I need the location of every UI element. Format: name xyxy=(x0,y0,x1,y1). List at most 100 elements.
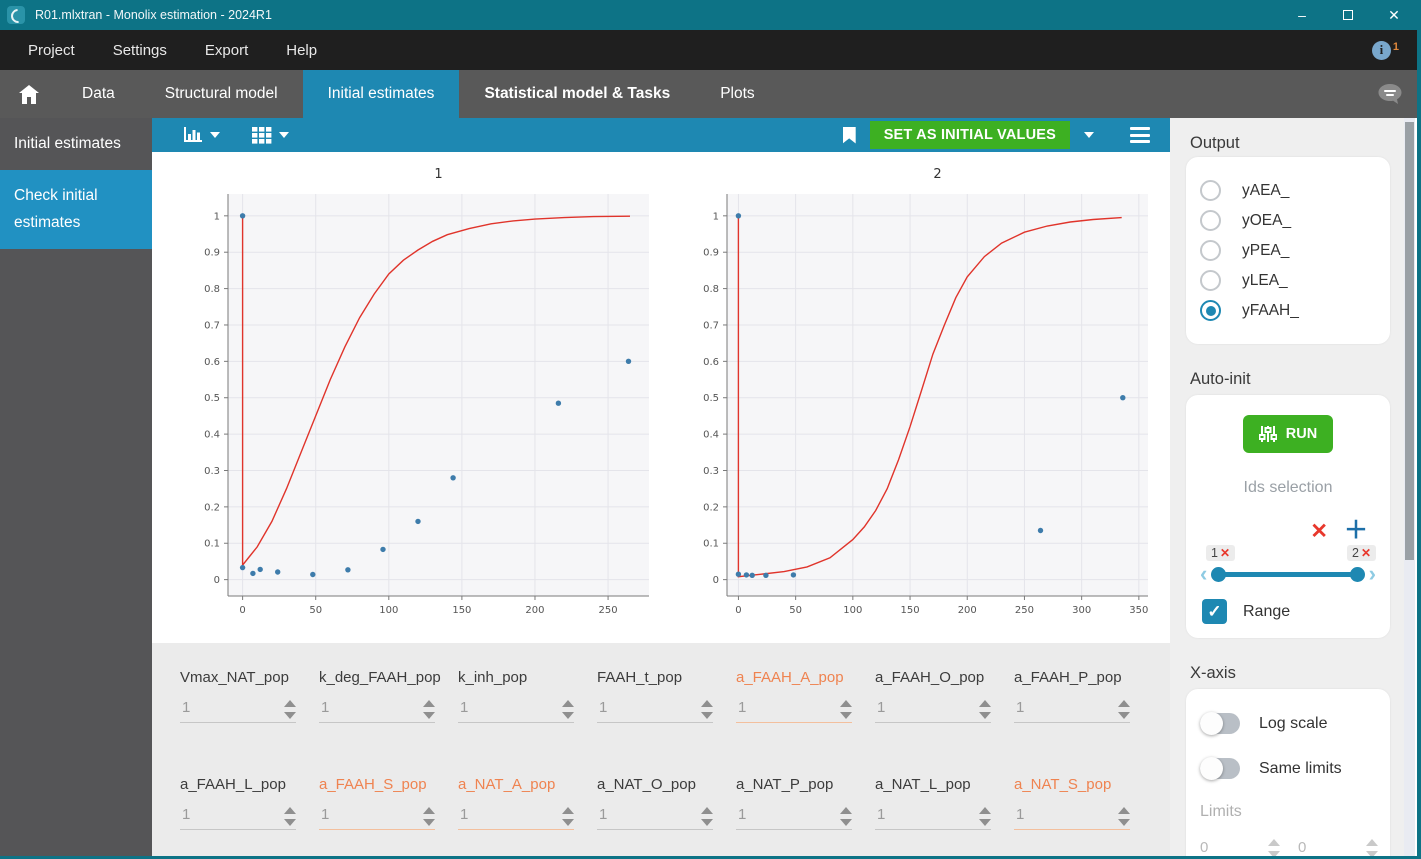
menu-help[interactable]: Help xyxy=(286,41,318,59)
parameter-value-input[interactable]: 1 xyxy=(597,804,713,830)
parameter-value-input[interactable]: 1 xyxy=(875,804,991,830)
stepper-up-icon[interactable] xyxy=(701,807,713,814)
parameter-value-input[interactable]: 1 xyxy=(597,697,713,723)
parameter-stepper[interactable] xyxy=(840,804,852,826)
parameter-stepper[interactable] xyxy=(562,697,574,719)
stepper-down-icon[interactable] xyxy=(840,819,852,826)
stepper-up-icon[interactable] xyxy=(423,807,435,814)
parameter-stepper[interactable] xyxy=(1118,804,1130,826)
output-option-yaea[interactable]: yAEA_ xyxy=(1200,180,1378,201)
add-id-icon[interactable]: ＋ xyxy=(1344,517,1368,544)
menu-settings[interactable]: Settings xyxy=(112,41,167,59)
stepper-down-icon[interactable] xyxy=(979,819,991,826)
sidebar-item-check-initial-estimates[interactable]: Check initial estimates xyxy=(0,170,152,250)
layout-grid-selector[interactable] xyxy=(252,126,289,144)
panel-scrollbar[interactable] xyxy=(1404,118,1415,856)
plot-2[interactable]: 0 0.1 0.2 0.3 0.4 0.5 0.6 0.7 0.8 0.9 1 0 50 100 150 20… xyxy=(669,156,1164,642)
log-scale-toggle[interactable] xyxy=(1200,712,1240,735)
parameter-stepper[interactable] xyxy=(979,804,991,826)
stepper-up-icon[interactable] xyxy=(1118,700,1130,707)
limit-max-input[interactable]: 0 xyxy=(1296,837,1378,856)
stepper-up-icon[interactable] xyxy=(1366,839,1378,846)
remove-chip-1-icon[interactable]: ✕ xyxy=(1219,546,1231,560)
stepper-up-icon[interactable] xyxy=(701,700,713,707)
plot-1[interactable]: 0 0.1 0.2 0.3 0.4 0.5 0.6 0.7 0.8 0.9 1 0 50 100 150 20… xyxy=(170,156,665,642)
tab-statistical-model-tasks[interactable]: Statistical model & Tasks xyxy=(484,85,671,102)
parameter-stepper[interactable] xyxy=(423,804,435,826)
bookmark-icon[interactable] xyxy=(842,126,856,144)
run-button[interactable]: RUN xyxy=(1242,415,1334,453)
menu-export[interactable]: Export xyxy=(204,41,249,59)
output-option-yoea[interactable]: yOEA_ xyxy=(1200,210,1378,231)
radio-button-icon[interactable] xyxy=(1200,180,1221,201)
parameter-value-input[interactable]: 1 xyxy=(736,804,852,830)
parameter-value-input[interactable]: 1 xyxy=(1014,804,1130,830)
limit-min-input[interactable]: 0 xyxy=(1198,837,1280,856)
close-button[interactable]: ✕ xyxy=(1388,6,1400,23)
parameter-value-input[interactable]: 1 xyxy=(180,804,296,830)
tab-home[interactable] xyxy=(0,70,57,118)
tab-initial-estimates[interactable]: Initial estimates xyxy=(302,70,460,118)
parameter-stepper[interactable] xyxy=(423,697,435,719)
menu-hamburger-icon[interactable] xyxy=(1130,127,1150,143)
output-option-yfaah[interactable]: yFAAH_ xyxy=(1200,300,1378,321)
stepper-down-icon[interactable] xyxy=(1118,712,1130,719)
parameter-value-input[interactable]: 1 xyxy=(875,697,991,723)
stepper-up-icon[interactable] xyxy=(1118,807,1130,814)
notification-area[interactable]: i 1 xyxy=(1371,40,1399,60)
parameter-stepper[interactable] xyxy=(701,697,713,719)
stepper-down-icon[interactable] xyxy=(1118,819,1130,826)
maximize-button[interactable] xyxy=(1325,0,1371,30)
stepper-down-icon[interactable] xyxy=(701,819,713,826)
same-limits-toggle[interactable] xyxy=(1200,757,1240,780)
stepper-down-icon[interactable] xyxy=(562,712,574,719)
stepper-down-icon[interactable] xyxy=(979,712,991,719)
ids-range-slider[interactable] xyxy=(1209,564,1366,584)
minimize-button[interactable]: – xyxy=(1298,7,1306,23)
tab-structural-model[interactable]: Structural model xyxy=(164,85,278,102)
radio-button-icon[interactable] xyxy=(1200,240,1221,261)
tab-plots[interactable]: Plots xyxy=(720,85,755,102)
output-option-ypea[interactable]: yPEA_ xyxy=(1200,240,1378,261)
stepper-down-icon[interactable] xyxy=(284,712,296,719)
stepper-down-icon[interactable] xyxy=(423,712,435,719)
stepper-down-icon[interactable] xyxy=(840,712,852,719)
remove-id-icon[interactable]: ✕ xyxy=(1310,519,1328,543)
parameter-stepper[interactable] xyxy=(562,804,574,826)
stepper-up-icon[interactable] xyxy=(840,700,852,707)
stepper-up-icon[interactable] xyxy=(840,807,852,814)
parameter-stepper[interactable] xyxy=(284,697,296,719)
parameter-stepper[interactable] xyxy=(840,697,852,719)
slider-handle-right[interactable] xyxy=(1349,567,1365,582)
chat-bubble-icon[interactable] xyxy=(1377,82,1403,106)
parameter-value-input[interactable]: 1 xyxy=(736,697,852,723)
stepper-up-icon[interactable] xyxy=(979,700,991,707)
sidebar-item-initial-estimates[interactable]: Initial estimates xyxy=(14,135,121,152)
parameter-stepper[interactable] xyxy=(1118,697,1130,719)
id-chip-1[interactable]: 1 ✕ xyxy=(1206,545,1236,561)
stepper-up-icon[interactable] xyxy=(284,807,296,814)
stepper-up-icon[interactable] xyxy=(284,700,296,707)
stepper-down-icon[interactable] xyxy=(562,819,574,826)
radio-button-icon[interactable] xyxy=(1200,270,1221,291)
stepper-down-icon[interactable] xyxy=(1366,851,1378,856)
set-as-initial-values-button[interactable]: SET AS INITIAL VALUES xyxy=(869,121,1070,149)
stepper-down-icon[interactable] xyxy=(284,819,296,826)
stepper-up-icon[interactable] xyxy=(979,807,991,814)
chart-type-selector[interactable] xyxy=(184,126,220,144)
stepper-up-icon[interactable] xyxy=(1268,839,1280,846)
parameter-value-input[interactable]: 1 xyxy=(180,697,296,723)
range-checkbox[interactable]: ✓ xyxy=(1202,599,1227,624)
stepper-up-icon[interactable] xyxy=(562,700,574,707)
limit-min-stepper[interactable] xyxy=(1268,837,1280,856)
slider-prev-icon[interactable]: ‹ xyxy=(1200,561,1208,586)
tab-data[interactable]: Data xyxy=(82,85,115,102)
stepper-up-icon[interactable] xyxy=(423,700,435,707)
stepper-up-icon[interactable] xyxy=(562,807,574,814)
parameter-stepper[interactable] xyxy=(701,804,713,826)
id-chip-2[interactable]: 2 ✕ xyxy=(1346,545,1376,561)
slider-next-icon[interactable]: › xyxy=(1368,561,1376,586)
parameter-value-input[interactable]: 1 xyxy=(319,697,435,723)
menu-project[interactable]: Project xyxy=(28,41,75,59)
stepper-down-icon[interactable] xyxy=(701,712,713,719)
